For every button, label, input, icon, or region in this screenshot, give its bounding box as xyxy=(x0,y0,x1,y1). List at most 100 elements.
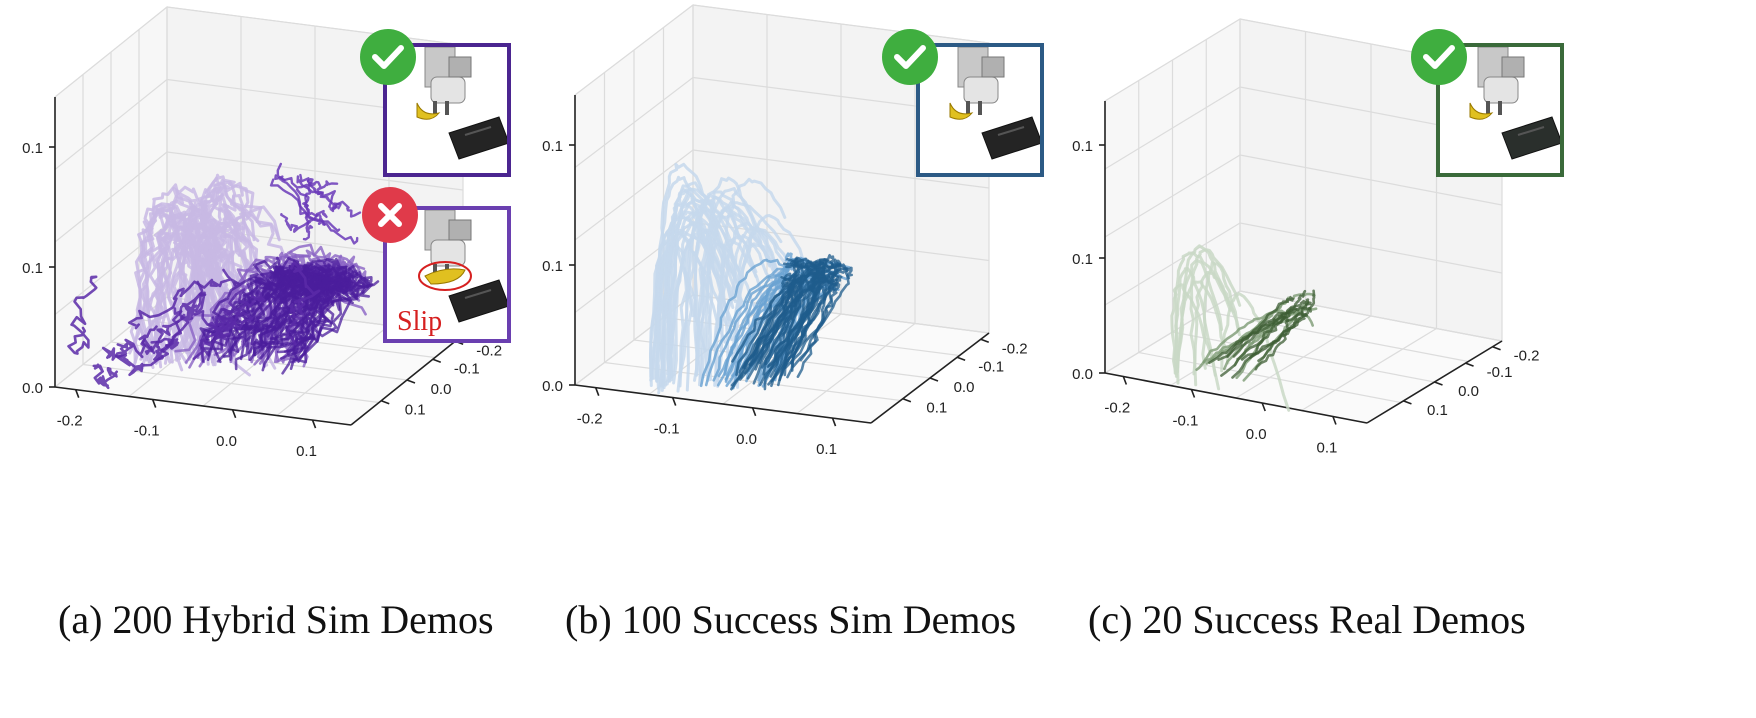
trajectory-line xyxy=(199,288,266,347)
success-check-icon xyxy=(1411,29,1467,85)
trajectory-group xyxy=(649,162,853,395)
trajectory-line xyxy=(661,188,718,390)
trajectory-line xyxy=(1173,267,1221,391)
y-tick-label: 0.0 xyxy=(954,379,975,396)
y-tick-label: -0.2 xyxy=(1514,348,1540,365)
z-tick-label: 0.1 xyxy=(22,260,43,277)
plot-b: -0.2-0.10.00.1-0.2-0.10.00.10.00.10.1 xyxy=(542,3,1028,458)
trajectory-line xyxy=(128,268,232,330)
x-tick-label: -0.1 xyxy=(654,421,680,438)
plot-a: -0.2-0.10.00.1-0.2-0.10.00.10.00.10.1 xyxy=(22,5,502,460)
y-tick-label: -0.2 xyxy=(476,342,502,359)
trajectory-line xyxy=(285,261,321,346)
x-tick-label: 0.1 xyxy=(816,441,837,458)
z-tick-label: 0.1 xyxy=(542,138,563,155)
trajectory-line xyxy=(1192,270,1241,376)
trajectory-line xyxy=(154,185,227,365)
panel-c: -0.2 -0.1 0.0 0.1 -0.2 -0.1 0.0 0.1 0.0 0.1 0.1 xyxy=(1072,0,1756,560)
robot-gripper-image xyxy=(416,47,507,160)
y-tick-label: -0.1 xyxy=(454,360,480,377)
trajectory-line xyxy=(738,262,848,381)
trajectory-line xyxy=(656,181,722,388)
trajectory-line xyxy=(770,259,813,388)
trajectory-line xyxy=(210,210,285,364)
trajectory-line xyxy=(276,162,339,191)
trajectory-line xyxy=(129,210,213,374)
y-tick-label: 0.1 xyxy=(1427,402,1448,419)
y-tick-label: 0.1 xyxy=(405,402,426,419)
trajectory-line xyxy=(295,188,326,226)
trajectory-line xyxy=(67,275,98,355)
inset-b-success xyxy=(916,43,1044,177)
caption-b: (b) 100 Success Sim Demos xyxy=(565,597,1017,642)
y-tick-label: 0.0 xyxy=(431,381,452,398)
trajectory-line xyxy=(743,258,826,375)
trajectory-line xyxy=(678,199,741,388)
trajectory-line xyxy=(92,363,118,390)
trajectory-line xyxy=(163,199,227,365)
trajectory-line xyxy=(170,176,256,352)
z-tick-label: 0.0 xyxy=(1072,366,1093,383)
trajectory-line xyxy=(1220,292,1291,412)
y-tick-label: -0.2 xyxy=(1002,340,1028,357)
trajectory-line xyxy=(733,214,805,387)
x-tick-label: 0.0 xyxy=(736,431,757,448)
z-tick-label: 0.1 xyxy=(542,258,563,275)
robot-gripper-image xyxy=(949,47,1040,160)
trajectory-line xyxy=(714,177,787,388)
trajectory-line xyxy=(275,258,332,364)
trajectory-line xyxy=(247,265,291,355)
z-tick-label: 0.1 xyxy=(22,140,43,157)
x-tick-label: -0.2 xyxy=(577,411,603,428)
trajectory-line xyxy=(265,275,322,346)
trajectory-line xyxy=(697,176,757,387)
trajectory-line xyxy=(655,215,735,383)
robot-gripper-slip-image xyxy=(418,210,507,323)
trajectory-group xyxy=(128,173,380,377)
trajectory-line xyxy=(290,276,373,364)
failure-x-icon xyxy=(362,187,418,243)
trajectory-line xyxy=(649,175,700,379)
x-tick-label: -0.2 xyxy=(1104,400,1130,417)
trajectory-line xyxy=(1217,305,1312,361)
x-tick-label: 0.0 xyxy=(216,433,237,450)
y-tick-label: 0.1 xyxy=(926,400,947,417)
trajectory-line xyxy=(717,285,790,378)
caption-a: (a) 200 Hybrid Sim Demos xyxy=(58,597,494,642)
z-tick-label: 0.0 xyxy=(542,378,563,395)
trajectory-line xyxy=(199,256,313,341)
trajectory-line xyxy=(1249,311,1309,359)
failure-trajectories xyxy=(67,162,362,390)
y-tick-label: -0.1 xyxy=(978,358,1004,375)
robot-gripper-real-image xyxy=(1469,47,1560,160)
x-tick-label: -0.1 xyxy=(134,423,160,440)
x-tick-label: 0.1 xyxy=(1317,440,1338,457)
y-tick-label: 0.0 xyxy=(1458,383,1479,400)
x-tick-label: -0.2 xyxy=(57,413,83,430)
x-tick-label: -0.1 xyxy=(1173,413,1199,430)
trajectory-line xyxy=(703,187,763,383)
y-tick-label: -0.1 xyxy=(1487,364,1513,381)
trajectory-line xyxy=(153,192,221,365)
trajectory-line xyxy=(280,213,314,241)
z-tick-label: 0.1 xyxy=(1072,138,1093,155)
trajectory-group xyxy=(1170,244,1318,412)
trajectory-line xyxy=(695,208,775,376)
trajectory-line xyxy=(752,257,799,385)
trajectory-line xyxy=(790,259,842,365)
z-tick-label: 0.0 xyxy=(22,380,43,397)
success-check-icon xyxy=(882,29,938,85)
trajectory-line xyxy=(1176,280,1230,385)
trajectory-line xyxy=(1220,289,1307,377)
trajectory-line xyxy=(192,307,235,360)
success-check-icon xyxy=(360,29,416,85)
panel-a: -0.2 -0.1 0.0 0.1 -0.2 -0.1 0.0 0.1 0.0 0.1 0.1 xyxy=(0,0,580,560)
caption-c: (c) 20 Success Real Demos xyxy=(1088,597,1526,642)
trajectory-line xyxy=(1176,244,1232,369)
trajectory-line xyxy=(165,291,207,349)
plot-c: -0.2-0.10.00.1-0.2-0.10.00.10.00.10.1 xyxy=(1072,18,1540,457)
trajectory-line xyxy=(655,201,724,390)
trajectory-line xyxy=(790,269,823,372)
z-tick-label: 0.1 xyxy=(1072,251,1093,268)
trajectory-line xyxy=(114,313,186,377)
